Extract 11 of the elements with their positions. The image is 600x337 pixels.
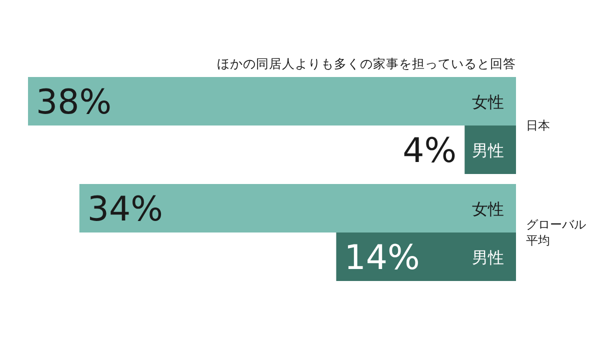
data-label: 14% — [344, 238, 420, 278]
y-tick-label: グローバル平均 — [526, 218, 586, 248]
series-label: 男性 — [472, 140, 504, 160]
y-tick-label: 日本 — [526, 118, 550, 132]
text: 女性 — [472, 199, 504, 218]
data-label: 38% — [36, 82, 112, 122]
chart-title: ほかの同居人よりも多くの家事を担っていると回答 — [217, 56, 516, 71]
text: 男性 — [472, 248, 504, 267]
data-label: 4% — [402, 130, 457, 171]
series-label: 女性 — [472, 92, 504, 112]
data-label: 34% — [87, 189, 163, 230]
